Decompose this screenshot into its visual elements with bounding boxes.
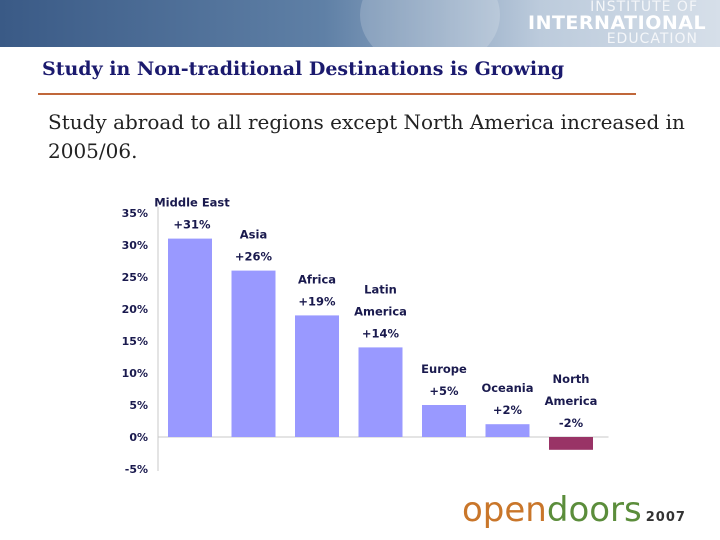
category-label: America [545, 394, 598, 408]
slide-subtitle: Study abroad to all regions except North… [48, 110, 685, 163]
slide-title: Study in Non-traditional Destinations is… [42, 58, 565, 80]
bar-chart: -5% 0% 5% 10% 15% 20% 25% 30% 35% Middle East +31… [122, 196, 609, 476]
chart-axes: -5% 0% 5% 10% 15% 20% 25% 30% 35% [122, 207, 609, 476]
data-label: +2% [493, 403, 523, 417]
bar [358, 347, 403, 437]
bar [485, 424, 530, 437]
data-label: +19% [298, 294, 336, 308]
category-label: Latin [364, 282, 397, 296]
logo-line-2: INTERNATIONAL [528, 12, 707, 34]
category-label: Africa [298, 272, 336, 286]
y-tick-label: 10% [122, 367, 148, 380]
data-label: +5% [429, 384, 459, 398]
data-label: +31% [173, 218, 211, 232]
category-label: America [354, 304, 407, 318]
y-tick-label: 20% [122, 303, 148, 316]
logo-line-1: INSTITUTE OF [590, 0, 698, 15]
y-tick-label: 5% [129, 399, 148, 412]
data-label: +26% [235, 250, 273, 264]
y-tick-label: 30% [122, 239, 148, 252]
bar [295, 315, 339, 437]
category-label: Asia [240, 228, 267, 242]
y-tick-label: 0% [129, 431, 148, 444]
data-label: +14% [362, 326, 400, 340]
globe-graphic [360, 0, 500, 47]
category-label: Middle East [154, 196, 230, 210]
bar [231, 270, 276, 437]
category-label: North [553, 372, 590, 386]
opendoors-logo: opendoors 2007 [462, 490, 686, 530]
bar [168, 238, 212, 437]
logo-year: 2007 [645, 510, 686, 525]
bar [549, 437, 593, 450]
logo-word-open: open [462, 490, 547, 530]
title-underline [38, 93, 636, 95]
chart-bars [168, 238, 593, 450]
y-tick-label: 35% [122, 207, 148, 220]
logo-word-doors: doors [546, 490, 642, 530]
category-label: Oceania [481, 381, 533, 395]
chart-labels: Middle East +31% Asia +26% Africa +19% Latin Am… [154, 196, 597, 430]
y-tick-label: 25% [122, 271, 148, 284]
header-banner: INSTITUTE OF INTERNATIONAL EDUCATION [0, 0, 720, 47]
iie-logo: INSTITUTE OF INTERNATIONAL EDUCATION [528, 0, 707, 47]
data-label: -2% [559, 416, 584, 430]
bar [422, 405, 466, 437]
y-tick-label: -5% [125, 463, 148, 476]
logo-line-3: EDUCATION [606, 31, 698, 47]
y-tick-label: 15% [122, 335, 148, 348]
category-label: Europe [421, 362, 467, 376]
